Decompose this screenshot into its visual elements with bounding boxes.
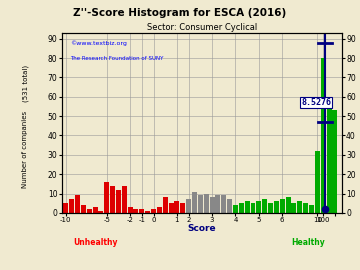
Bar bbox=[192, 192, 197, 213]
Bar bbox=[251, 203, 256, 213]
Bar bbox=[215, 195, 220, 213]
Bar bbox=[256, 201, 261, 213]
Bar bbox=[204, 194, 209, 213]
Text: ©www.textbiz.org: ©www.textbiz.org bbox=[70, 41, 127, 46]
Bar bbox=[110, 186, 115, 213]
X-axis label: Score: Score bbox=[188, 224, 216, 234]
Bar bbox=[75, 195, 80, 213]
Text: Healthy: Healthy bbox=[291, 238, 325, 247]
Text: (531 total): (531 total) bbox=[22, 65, 28, 102]
Bar bbox=[321, 58, 326, 213]
Text: The Research Foundation of SUNY: The Research Foundation of SUNY bbox=[70, 56, 163, 61]
Bar bbox=[297, 201, 302, 213]
Bar bbox=[274, 201, 279, 213]
Bar bbox=[139, 209, 144, 213]
Bar bbox=[116, 190, 121, 213]
Bar bbox=[292, 203, 296, 213]
Bar bbox=[315, 151, 320, 213]
Bar bbox=[227, 199, 232, 213]
Bar bbox=[332, 110, 337, 213]
Bar bbox=[128, 207, 132, 213]
Bar bbox=[180, 203, 185, 213]
Bar bbox=[81, 205, 86, 213]
Bar bbox=[87, 209, 92, 213]
Bar bbox=[122, 186, 127, 213]
Text: Z''-Score Histogram for ESCA (2016): Z''-Score Histogram for ESCA (2016) bbox=[73, 8, 287, 18]
Text: Unhealthy: Unhealthy bbox=[73, 238, 118, 247]
Bar bbox=[221, 195, 226, 213]
Bar bbox=[210, 197, 215, 213]
Bar bbox=[168, 203, 174, 213]
Title: Sector: Consumer Cyclical: Sector: Consumer Cyclical bbox=[147, 23, 257, 32]
Bar bbox=[239, 203, 244, 213]
Bar bbox=[303, 203, 308, 213]
Bar bbox=[93, 207, 98, 213]
Bar bbox=[98, 211, 103, 213]
Text: 8.5276: 8.5276 bbox=[301, 98, 331, 107]
Bar bbox=[69, 199, 74, 213]
Bar bbox=[104, 182, 109, 213]
Bar bbox=[175, 201, 179, 213]
Bar bbox=[262, 199, 267, 213]
Bar bbox=[327, 106, 332, 213]
Bar bbox=[268, 203, 273, 213]
Bar bbox=[186, 199, 191, 213]
Bar bbox=[198, 195, 203, 213]
Bar bbox=[145, 211, 150, 213]
Bar bbox=[151, 209, 156, 213]
Bar bbox=[233, 205, 238, 213]
Bar bbox=[134, 209, 139, 213]
Bar bbox=[157, 207, 162, 213]
Bar bbox=[285, 197, 291, 213]
Bar bbox=[163, 197, 168, 213]
Bar bbox=[280, 199, 285, 213]
Bar bbox=[245, 201, 249, 213]
Text: Number of companies: Number of companies bbox=[22, 111, 28, 188]
Bar bbox=[63, 203, 68, 213]
Bar bbox=[309, 205, 314, 213]
